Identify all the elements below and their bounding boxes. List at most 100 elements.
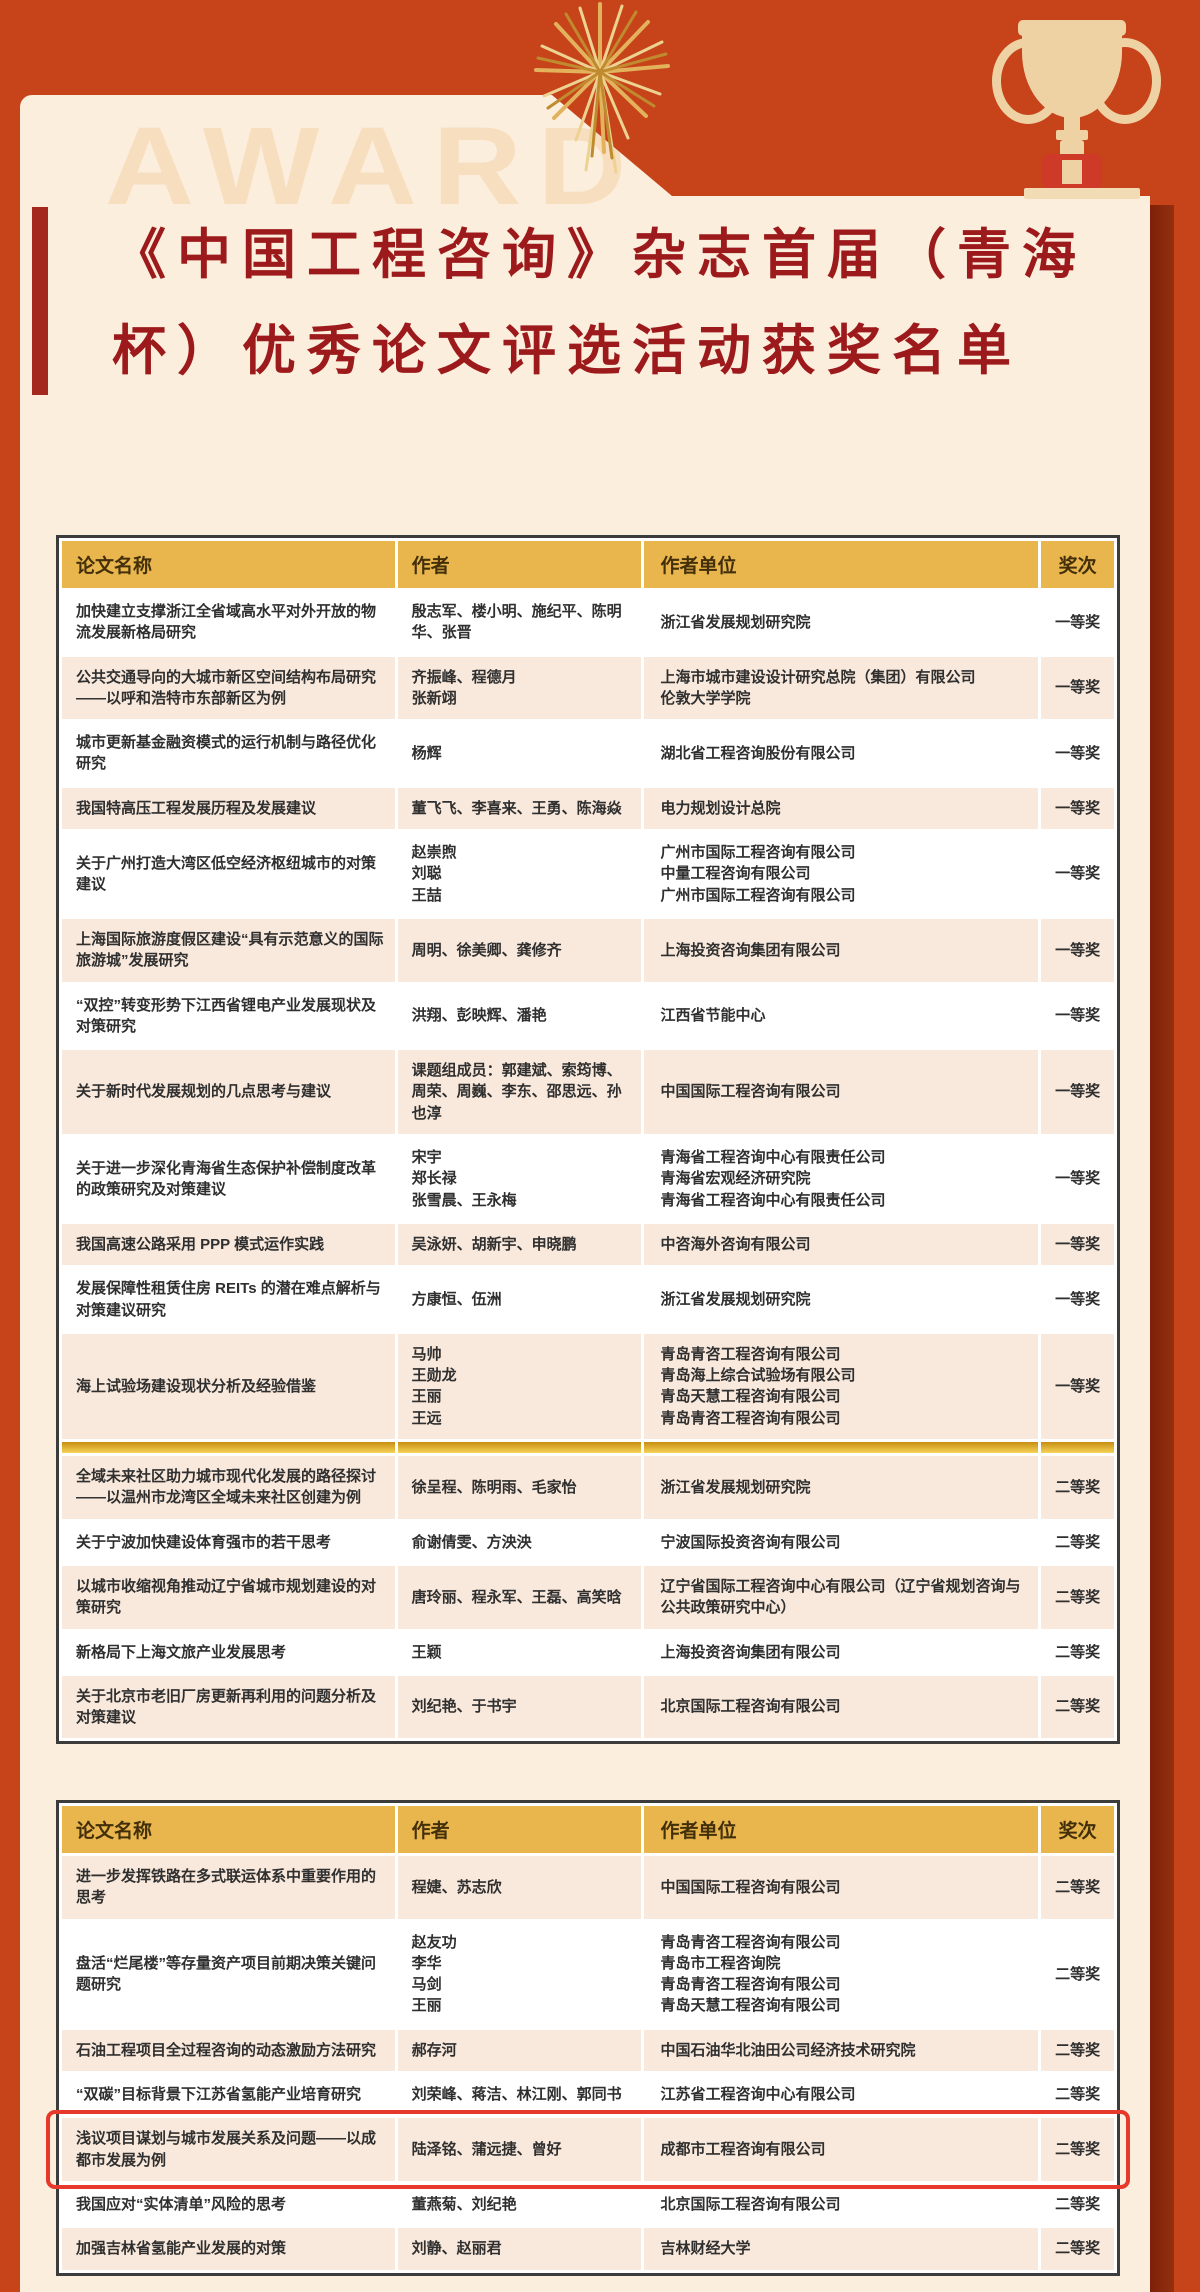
- award-rank-cell: 一等奖: [1041, 591, 1114, 654]
- paper-title-cell: 盘活“烂尾楼”等存量资产项目前期决策关键问题研究: [62, 1921, 395, 2027]
- table-row: 我国高速公路采用 PPP 模式运作实践 吴泳妍、胡新宇、申晓鹏 中咨海外咨询有限公司…: [62, 1223, 1114, 1266]
- award-rank-cell: 一等奖: [1041, 787, 1114, 830]
- card-right-shadow: [1150, 205, 1174, 2292]
- authors-cell: 唐玲丽、程永军、王磊、高笑晗: [397, 1565, 642, 1629]
- authors-cell: 陆泽铭、蒲远捷、曾好: [397, 2118, 642, 2181]
- table-row: 关于北京市老旧厂房更新再利用的问题分析及对策建议 刘纪艳、于书宇 北京国际工程咨询有…: [62, 1675, 1114, 1739]
- column-header: 论文名称: [62, 1806, 395, 1853]
- award-rank-cell: 二等奖: [1041, 1631, 1114, 1673]
- organization-cell: 成都市工程咨询有限公司: [644, 2118, 1039, 2181]
- table-row: 关于宁波加快建设体育强市的若干思考 俞谢倩雯、方泱泱 宁波国际投资咨询有限公司 二等奖: [62, 1521, 1114, 1563]
- table-row: 发展保障性租赁住房 REITs 的潜在难点解析与对策建议研究 方康恒、伍洲 浙江省发…: [62, 1268, 1114, 1331]
- paper-title-cell: 上海国际旅游度假区建设“具有示范意义的国际旅游城”发展研究: [62, 918, 395, 982]
- paper-title-cell: 我国高速公路采用 PPP 模式运作实践: [62, 1223, 395, 1266]
- organization-cell: 浙江省发展规划研究院: [644, 591, 1039, 654]
- award-watermark: AWARD: [105, 105, 642, 228]
- organization-cell: 辽宁省国际工程咨询中心有限公司（辽宁省规划咨询与公共政策研究中心）: [644, 1565, 1039, 1629]
- paper-title-cell: 我国特高压工程发展历程及发展建议: [62, 787, 395, 830]
- authors-cell: 周明、徐美卿、龚修齐: [397, 918, 642, 982]
- authors-cell: 刘静、赵丽君: [397, 2228, 642, 2270]
- paper-title-cell: 海上试验场建设现状分析及经验借鉴: [62, 1333, 395, 1440]
- award-rank-cell: 二等奖: [1041, 1675, 1114, 1739]
- organization-cell: 江苏省工程咨询中心有限公司: [644, 2074, 1039, 2116]
- organization-cell: 中国国际工程咨询有限公司: [644, 1050, 1039, 1135]
- award-rank-cell: 二等奖: [1041, 1921, 1114, 2027]
- authors-cell: 杨辉: [397, 722, 642, 785]
- organization-cell: 中咨海外咨询有限公司: [644, 1223, 1039, 1266]
- table-row: 海上试验场建设现状分析及经验借鉴 马帅 王勋龙 王丽 王远 青岛青咨工程咨询有限公司…: [62, 1333, 1114, 1440]
- authors-cell: 俞谢倩雯、方泱泱: [397, 1521, 642, 1563]
- trophy-base-knob: [1062, 160, 1082, 184]
- paper-title-cell: “双控”转变形势下江西省锂电产业发展现状及对策研究: [62, 984, 395, 1048]
- award-rank-cell: 二等奖: [1041, 2228, 1114, 2270]
- organization-cell: 上海投资咨询集团有限公司: [644, 918, 1039, 982]
- title-accent-bar: [32, 207, 48, 395]
- award-rank-cell: 一等奖: [1041, 1223, 1114, 1266]
- organization-cell: 中国石油华北油田公司经济技术研究院: [644, 2029, 1039, 2072]
- table-row: 石油工程项目全过程咨询的动态激励方法研究 郝存河 中国石油华北油田公司经济技术研究院…: [62, 2029, 1114, 2072]
- authors-cell: 赵崇煦 刘聪 王喆: [397, 832, 642, 916]
- column-header: 作者单位: [644, 1806, 1039, 1853]
- paper-title-cell: 发展保障性租赁住房 REITs 的潜在难点解析与对策建议研究: [62, 1268, 395, 1331]
- organization-cell: 电力规划设计总院: [644, 787, 1039, 830]
- table-row: 进一步发挥铁路在多式联运体系中重要作用的思考 程婕、苏志欣 中国国际工程咨询有限公司…: [62, 1856, 1114, 1919]
- paper-title-cell: 关于广州打造大湾区低空经济枢纽城市的对策建议: [62, 832, 395, 916]
- award-rank-cell: 二等奖: [1041, 1456, 1114, 1519]
- organization-cell: 北京国际工程咨询有限公司: [644, 1675, 1039, 1739]
- paper-title-cell: 关于宁波加快建设体育强市的若干思考: [62, 1521, 395, 1563]
- award-rank-cell: 一等奖: [1041, 722, 1114, 785]
- paper-title-cell: 以城市收缩视角推动辽宁省城市规划建设的对策研究: [62, 1565, 395, 1629]
- paper-title-cell: 公共交通导向的大城市新区空间结构布局研究——以呼和浩特市东部新区为例: [62, 656, 395, 720]
- table-row: 加快建立支撑浙江全省域高水平对外开放的物流发展新格局研究 殷志军、楼小明、施纪平、…: [62, 591, 1114, 654]
- gold-divider-row: [62, 1442, 1114, 1454]
- trophy-knob: [1060, 140, 1084, 158]
- firework-icon: [534, 2, 670, 174]
- column-header: 作者: [397, 541, 642, 588]
- table-row: 关于新时代发展规划的几点思考与建议 课题组成员：郭建斌、索筠博、周荣、周巍、李东、…: [62, 1050, 1114, 1135]
- authors-cell: 刘纪艳、于书宇: [397, 1675, 642, 1739]
- award-rank-cell: 一等奖: [1041, 1137, 1114, 1221]
- awards-table-first: 论文名称 作者 作者单位 奖次 加快建立支撑浙江全省域高水平对外开放的物流发展新格局研究…: [56, 535, 1120, 1745]
- award-rank-cell: 二等奖: [1041, 1856, 1114, 1919]
- column-header: 奖次: [1041, 541, 1114, 588]
- organization-cell: 吉林财经大学: [644, 2228, 1039, 2270]
- organization-cell: 浙江省发展规划研究院: [644, 1456, 1039, 1519]
- table-row: “双碳”目标背景下江苏省氢能产业培育研究 刘荣峰、蒋洁、林江刚、郭同书 江苏省工程咨…: [62, 2074, 1114, 2116]
- organization-cell: 青岛青咨工程咨询有限公司 青岛市工程咨询院 青岛青咨工程咨询有限公司 青岛天慧工…: [644, 1921, 1039, 2027]
- trophy-icon: [990, 10, 1161, 202]
- authors-cell: 徐呈程、陈明雨、毛家怡: [397, 1456, 642, 1519]
- award-rank-cell: 一等奖: [1041, 1268, 1114, 1331]
- table-row: 我国特高压工程发展历程及发展建议 董飞飞、李喜来、王勇、陈海焱 电力规划设计总院 一等…: [62, 787, 1114, 830]
- organization-cell: 中国国际工程咨询有限公司: [644, 1856, 1039, 1919]
- award-rank-cell: 一等奖: [1041, 984, 1114, 1048]
- table-row: “双控”转变形势下江西省锂电产业发展现状及对策研究 洪翔、彭映辉、潘艳 江西省节能中…: [62, 984, 1114, 1048]
- table-row: 浅议项目谋划与城市发展关系及问题——以成都市发展为例 陆泽铭、蒲远捷、曾好 成都市工…: [62, 2118, 1114, 2181]
- table-row: 全域未来社区助力城市现代化发展的路径探讨——以温州市龙湾区全域未来社区创建为例徐…: [62, 1456, 1114, 1519]
- organization-cell: 湖北省工程咨询股份有限公司: [644, 722, 1039, 785]
- column-header: 论文名称: [62, 541, 395, 588]
- column-header: 作者单位: [644, 541, 1039, 588]
- content-card: AWARD 《中国工程咨询》杂志首届（青海 杯）优秀论文评选活动获奖名单 论文名…: [20, 95, 1150, 2292]
- authors-cell: 董飞飞、李喜来、王勇、陈海焱: [397, 787, 642, 830]
- organization-cell: 广州市国际工程咨询有限公司 中量工程咨询有限公司 广州市国际工程咨询有限公司: [644, 832, 1039, 916]
- page-title: 《中国工程咨询》杂志首届（青海 杯）优秀论文评选活动获奖名单: [112, 207, 1132, 399]
- authors-cell: 殷志军、楼小明、施纪平、陈明华、张晋: [397, 591, 642, 654]
- award-rank-cell: 二等奖: [1041, 2183, 1114, 2226]
- paper-title-cell: 浅议项目谋划与城市发展关系及问题——以成都市发展为例: [62, 2118, 395, 2181]
- paper-title-cell: 新格局下上海文旅产业发展思考: [62, 1631, 395, 1673]
- paper-title-cell: 关于新时代发展规划的几点思考与建议: [62, 1050, 395, 1135]
- authors-cell: 宋宇 郑长禄 张雪晨、王永梅: [397, 1137, 642, 1221]
- table-row: 关于进一步深化青海省生态保护补偿制度改革的政策研究及对策建议 宋宇 郑长禄 张雪晨…: [62, 1137, 1114, 1221]
- page-title-line-1: 《中国工程咨询》杂志首届（青海: [112, 225, 1087, 285]
- table-row: 上海国际旅游度假区建设“具有示范意义的国际旅游城”发展研究 周明、徐美卿、龚修齐上…: [62, 918, 1114, 982]
- paper-title-cell: 全域未来社区助力城市现代化发展的路径探讨——以温州市龙湾区全域未来社区创建为例: [62, 1456, 395, 1519]
- award-rank-cell: 一等奖: [1041, 656, 1114, 720]
- table-row: 加强吉林省氢能产业发展的对策 刘静、赵丽君 吉林财经大学 二等奖: [62, 2228, 1114, 2270]
- authors-cell: 郝存河: [397, 2029, 642, 2072]
- paper-title-cell: 加快建立支撑浙江全省域高水平对外开放的物流发展新格局研究: [62, 591, 395, 654]
- table-header-row: 论文名称 作者 作者单位 奖次: [62, 1806, 1114, 1853]
- authors-cell: 洪翔、彭映辉、潘艳: [397, 984, 642, 1048]
- paper-title-cell: 石油工程项目全过程咨询的动态激励方法研究: [62, 2029, 395, 2072]
- award-rank-cell: 二等奖: [1041, 2074, 1114, 2116]
